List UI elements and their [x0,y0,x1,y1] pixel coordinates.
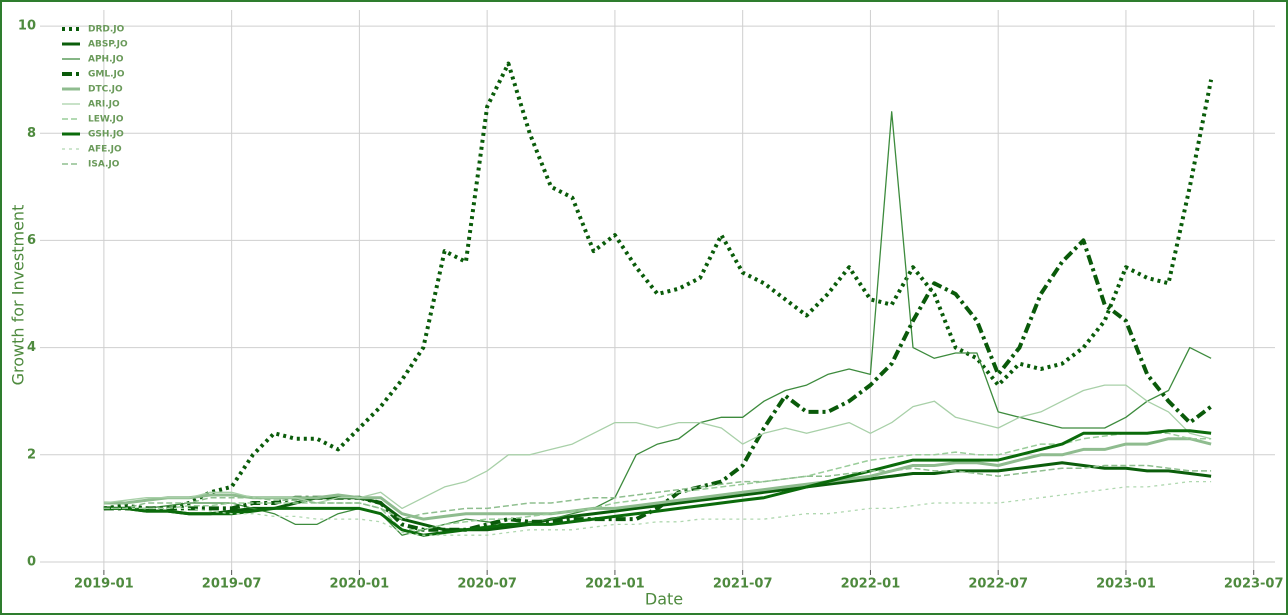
series-line [103,384,1212,510]
x-tick-label: 2021-01 [585,577,645,592]
y-tick-label: 2 [27,447,36,462]
y-tick-label: 0 [27,554,36,569]
x-tick-label: 2023-01 [1096,577,1156,592]
series-line [103,432,1212,531]
legend-label: DRD.JO [88,25,125,35]
series-line [103,461,1212,532]
series-line [103,480,1212,536]
y-tick-label: 8 [27,126,36,141]
legend-label: AFE.JO [88,145,122,155]
legend-label: GSH.JO [88,130,124,140]
series-line [103,429,1212,537]
legend-label: APH.JO [88,55,124,65]
legend-label: LEW.JO [88,115,124,125]
x-tick-label: 2020-01 [330,577,390,592]
y-tick-label: 6 [27,233,36,248]
legend-label: DTC.JO [88,85,123,95]
y-tick-label: 4 [27,340,36,355]
series-line [103,238,1213,532]
y-axis-label: Growth for Investment [9,205,28,386]
x-tick-label: 2020-07 [457,577,517,592]
y-tick-label: 10 [18,19,36,34]
x-tick-label: 2019-07 [202,577,262,592]
series-line [103,464,1212,520]
legend-label: GML.JO [88,70,125,80]
legend-label: ARI.JO [88,100,120,110]
legend-label: ISA.JO [88,160,120,170]
x-tick-label: 2019-01 [74,577,134,592]
series-line [103,111,1212,536]
x-tick-label: 2022-07 [968,577,1028,592]
x-tick-label: 2023-07 [1224,577,1284,592]
x-tick-label: 2021-07 [713,577,773,592]
x-axis-label: Date [645,590,683,609]
x-tick-label: 2022-01 [841,577,901,592]
legend-label: ABSP.JO [88,40,128,50]
